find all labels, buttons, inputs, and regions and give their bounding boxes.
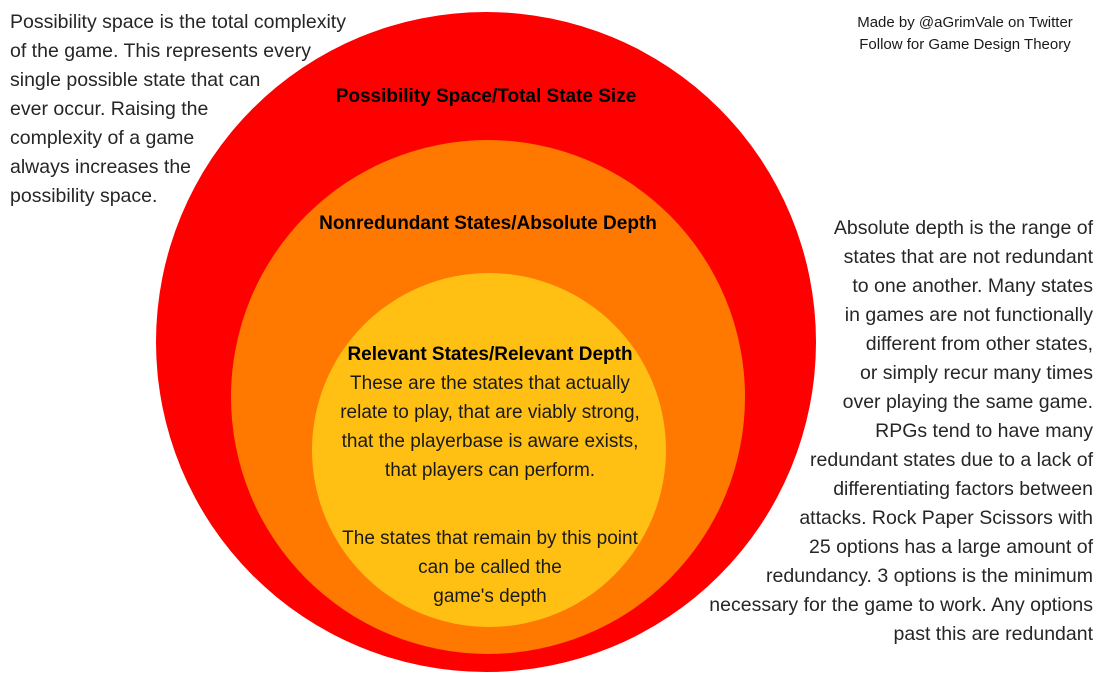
possibility-space-label: Possibility Space/Total State Size: [335, 86, 637, 107]
absolute-depth-explanation: Absolute depth is the range of states th…: [709, 217, 1093, 645]
nonredundant-states-label: Nonredundant States/Absolute Depth: [319, 213, 657, 234]
possibility-space-explanation: Possibility space is the total complexit…: [10, 11, 346, 207]
relevant-states-description: These are the states that actually relat…: [340, 373, 640, 481]
relevant-states-circle: [312, 273, 666, 627]
game-depth-note: The states that remain by this point can…: [342, 528, 638, 607]
relevant-states-label: Relevant States/Relevant Depth: [347, 344, 633, 365]
attribution-text: Made by @aGrimVale on Twitter Follow for…: [857, 14, 1073, 53]
